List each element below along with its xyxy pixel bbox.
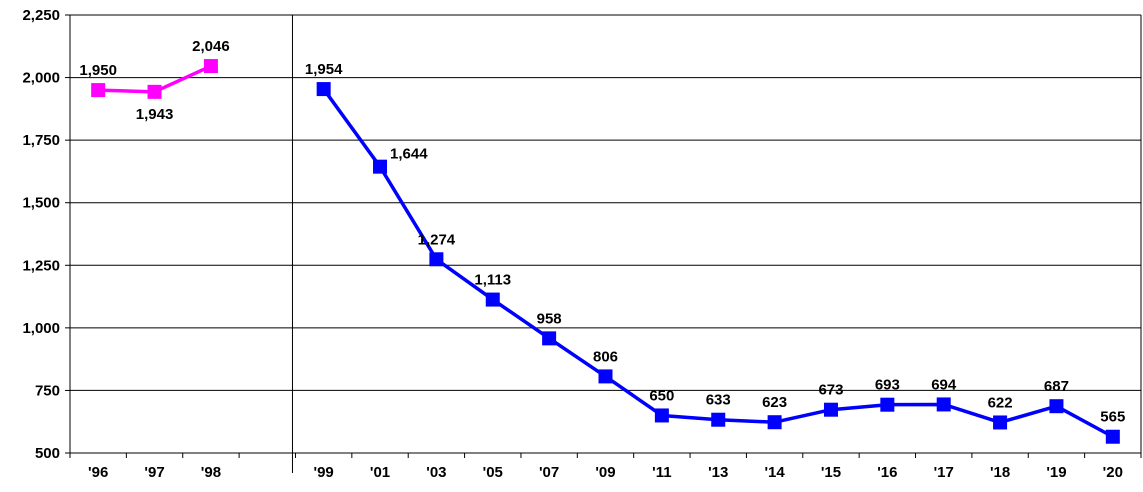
data-point-marker	[936, 397, 951, 412]
x-tick-label: '03	[426, 464, 446, 481]
y-tick-label: 1,500	[22, 195, 60, 212]
x-tick-label: '17	[934, 464, 954, 481]
data-point-marker	[993, 415, 1008, 430]
data-label: 687	[1044, 378, 1069, 395]
data-point-marker	[147, 84, 162, 99]
data-point-marker	[711, 412, 726, 427]
data-point-marker	[598, 369, 613, 384]
data-label: 650	[649, 387, 674, 404]
data-point-marker	[316, 82, 331, 97]
axes	[65, 14, 1142, 473]
gridlines	[70, 14, 1141, 391]
x-tick-label: '09	[595, 464, 615, 481]
data-label: 1,644	[390, 146, 428, 163]
y-axis-tick-labels: 500 750 1,000 1,250 1,500 1,750 2,000 2,250	[22, 7, 60, 462]
series	[91, 59, 1120, 444]
x-tick-label: '98	[201, 464, 221, 481]
data-label: 673	[818, 382, 843, 399]
data-point-marker	[373, 159, 388, 174]
data-label: 1,274	[418, 231, 456, 248]
data-label: 1,113	[474, 272, 511, 289]
data-label: 693	[875, 377, 900, 394]
x-tick-label: '16	[877, 464, 897, 481]
data-point-marker	[485, 292, 500, 307]
x-tick-label: '14	[764, 464, 785, 481]
data-label: 622	[988, 394, 1013, 411]
y-tick-label: 2,250	[22, 7, 60, 24]
y-tick-label: 1,250	[22, 257, 60, 274]
x-axis-tick-labels: '96 '97 '98 '99 '01 '03 '05 '07 '09 '11 '13 '14 '15 '…	[88, 464, 1123, 481]
data-label: 623	[762, 394, 787, 411]
x-tick-label: '19	[1046, 464, 1066, 481]
x-tick-label: '11	[652, 464, 671, 481]
data-point-marker	[767, 415, 782, 430]
data-point-marker	[1049, 399, 1064, 414]
data-label: 565	[1100, 409, 1125, 426]
x-tick-label: '18	[990, 464, 1010, 481]
x-tick-label: '13	[708, 464, 728, 481]
data-labels: 1,950 1,943 2,046 1,954 1,644 1,274 1,113 958 80…	[79, 38, 1125, 426]
y-tick-label: 750	[35, 382, 60, 399]
data-point-marker	[654, 408, 669, 423]
data-point-marker	[1105, 429, 1120, 444]
data-label: 694	[931, 376, 957, 393]
y-tick-label: 1,000	[22, 320, 60, 337]
x-tick-label: '07	[539, 464, 559, 481]
y-tick-label: 500	[35, 445, 60, 462]
x-tick-label: '15	[821, 464, 841, 481]
data-label: 958	[537, 310, 562, 327]
x-tick-label: '01	[370, 464, 390, 481]
x-tick-label: '20	[1103, 464, 1123, 481]
data-point-marker	[91, 83, 106, 98]
data-label: 2,046	[192, 38, 230, 55]
x-tick-label: '05	[483, 464, 503, 481]
x-tick-label: '96	[88, 464, 108, 481]
data-label: 806	[593, 348, 618, 365]
data-point-marker	[880, 397, 895, 412]
data-label: 1,950	[79, 62, 117, 79]
data-point-marker	[203, 59, 218, 74]
data-label: 1,954	[305, 61, 343, 78]
data-point-marker	[823, 402, 838, 417]
data-point-marker	[542, 331, 557, 346]
x-tick-label: '97	[144, 464, 164, 481]
y-tick-label: 1,750	[22, 132, 60, 149]
data-label: 1,943	[136, 106, 174, 123]
y-tick-label: 2,000	[22, 70, 60, 87]
x-tick-label: '99	[314, 464, 334, 481]
data-point-marker	[429, 252, 444, 267]
data-label: 633	[706, 392, 731, 409]
